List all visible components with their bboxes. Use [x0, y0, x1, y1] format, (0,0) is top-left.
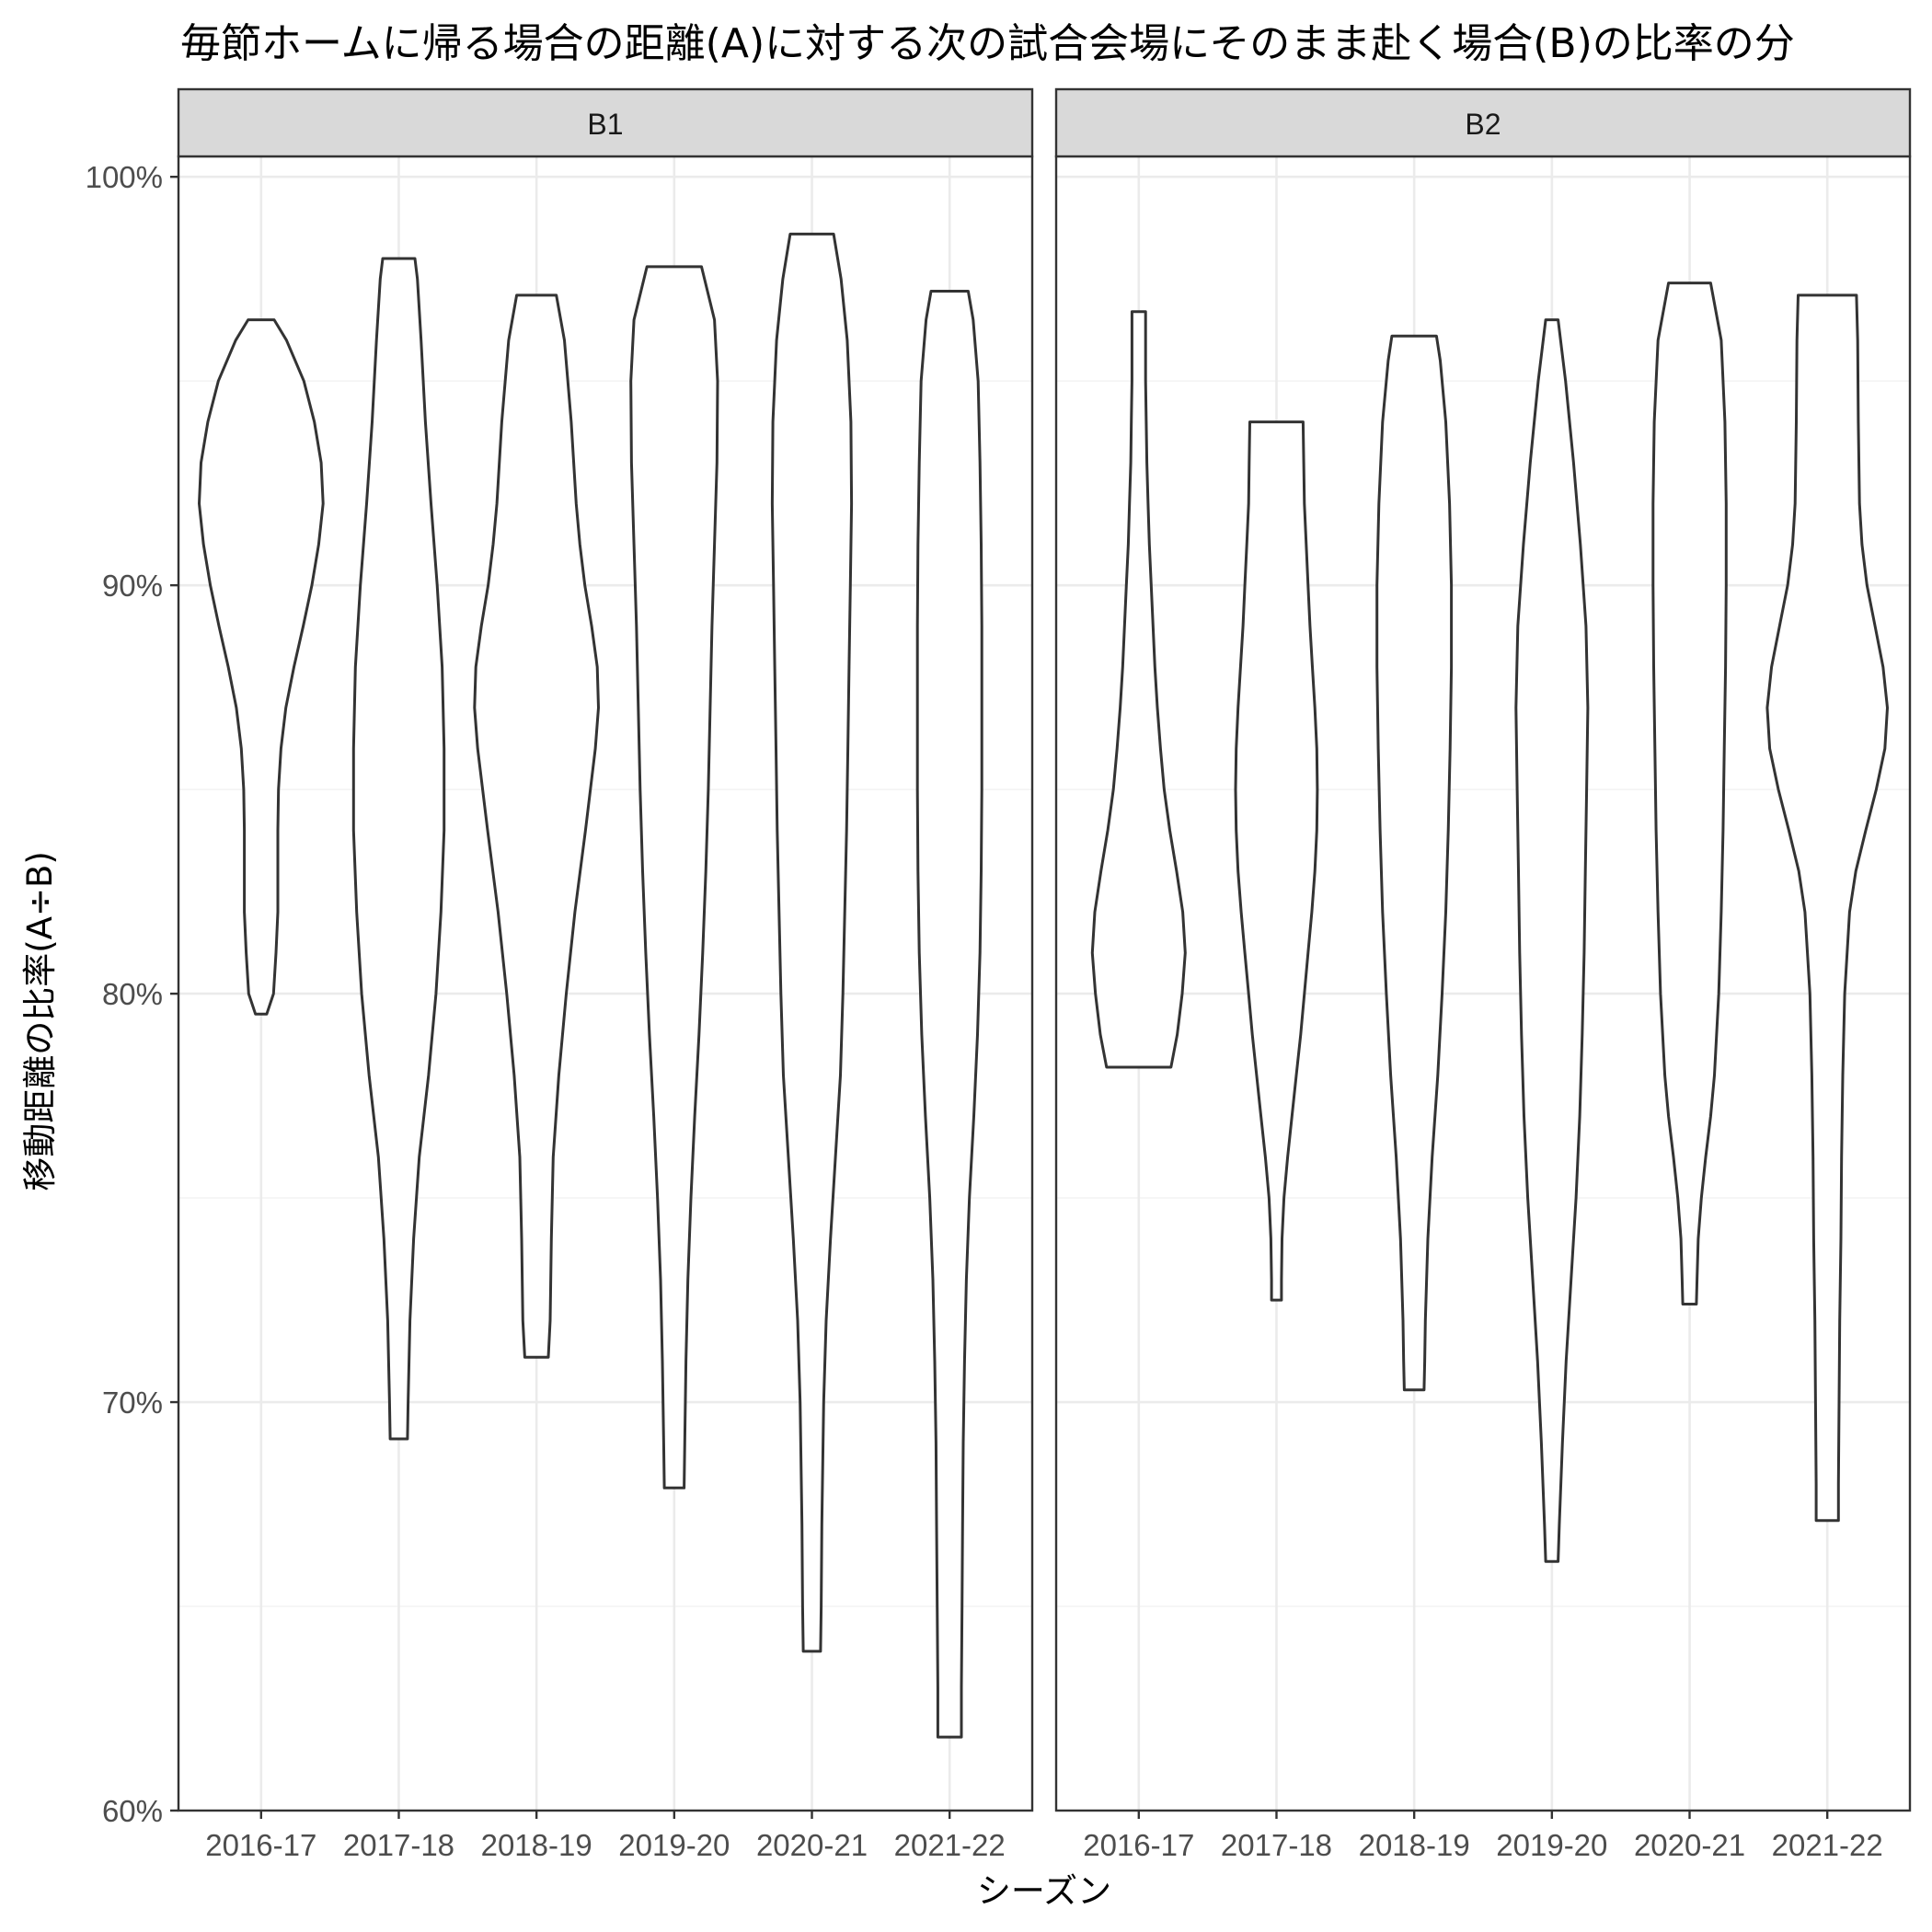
y-tick-label: 60%: [102, 1794, 163, 1828]
y-axis: 60% 70% 80% 90% 100%: [86, 160, 178, 1828]
x-tick-label: 2017-18: [343, 1828, 454, 1862]
violin-b2-2016-17: [1090, 310, 1187, 1069]
x-tick-label: 2020-21: [1634, 1828, 1745, 1862]
y-tick-label: 80%: [102, 977, 163, 1011]
violin-b2-2017-18: [1234, 420, 1319, 1302]
violin-b2-2021-22: [1765, 293, 1889, 1523]
y-tick-label: 70%: [102, 1386, 163, 1420]
x-tick-label: 2020-21: [756, 1828, 868, 1862]
violin-b1-2020-21: [770, 232, 854, 1653]
y-axis-title: 移動距離の比率(A÷B): [20, 851, 60, 1191]
y-tick-label: 100%: [86, 160, 163, 194]
x-tick-label: 2018-19: [1359, 1828, 1470, 1862]
y-tick-label: 90%: [102, 569, 163, 603]
violin-b1-2019-20: [629, 265, 719, 1489]
facet-strip: [177, 87, 1034, 158]
x-tick-label: 2017-18: [1221, 1828, 1332, 1862]
x-axis-title: シーズン: [977, 1871, 1111, 1911]
violin-b1-2016-17: [198, 318, 325, 1016]
violin-b2-2019-20: [1514, 318, 1590, 1563]
facet-strip-label: B2: [1465, 108, 1501, 141]
violin-b1-2017-18: [351, 257, 446, 1441]
x-tick-label: 2016-17: [205, 1828, 316, 1862]
x-tick-label: 2019-20: [618, 1828, 730, 1862]
chart-title: 毎節ホームに帰る場合の距離(A)に対する次の試合会場にそのまま赴く場合(B)の比…: [180, 20, 1795, 67]
x-tick-label: 2021-22: [894, 1828, 1006, 1862]
facet-strip: [1054, 87, 1912, 158]
x-tick-label: 2018-19: [481, 1828, 592, 1862]
x-tick-label: 2019-20: [1496, 1828, 1607, 1862]
violin-b2-2018-19: [1375, 334, 1454, 1392]
violin-b1-2018-19: [473, 293, 600, 1359]
facet-strip-label: B1: [587, 108, 623, 141]
x-tick-label: 2021-22: [1772, 1828, 1883, 1862]
x-tick-label: 2016-17: [1083, 1828, 1194, 1862]
facet-panels: B1 2016-17 2017-18 2018-19 2019-20 2020-21 202…: [86, 87, 1912, 1862]
violin-b1-2021-22: [915, 290, 983, 1739]
facet-panel-b1: B1 2016-17 2017-18 2018-19 2019-20 2020-21 202…: [177, 87, 1034, 1862]
violin-b2-2020-21: [1651, 282, 1728, 1305]
facet-panel-b2: B2 2016-17 2017-18 2018-19 2019-20 2020-21 202…: [1054, 87, 1912, 1862]
